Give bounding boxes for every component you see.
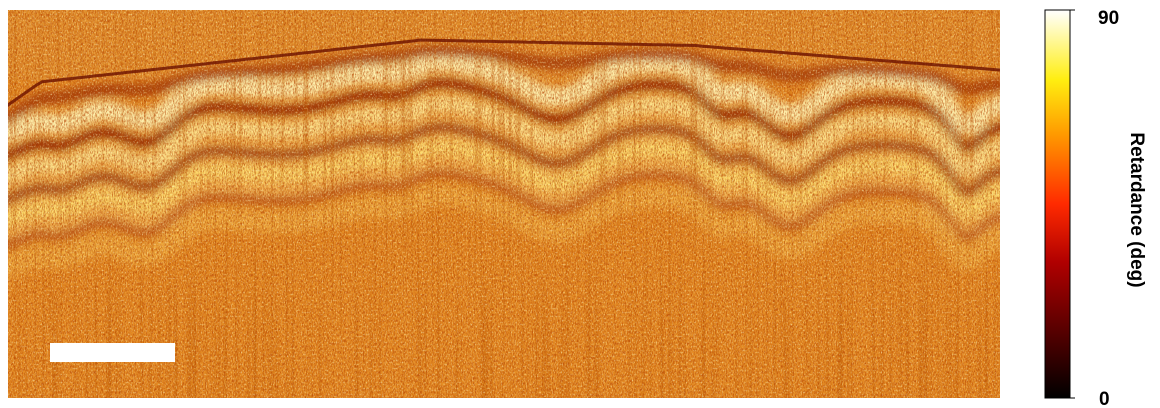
colorbar-min-label: 0 [1099,389,1110,408]
oct-image [0,10,1008,398]
colorbar [1045,10,1070,398]
scale-bar [50,343,175,362]
figure: 90 0 Retardance (deg) [0,0,1160,408]
colorbar-max-label: 90 [1098,8,1119,29]
colorbar-title: Retardance (deg) [1126,132,1147,287]
